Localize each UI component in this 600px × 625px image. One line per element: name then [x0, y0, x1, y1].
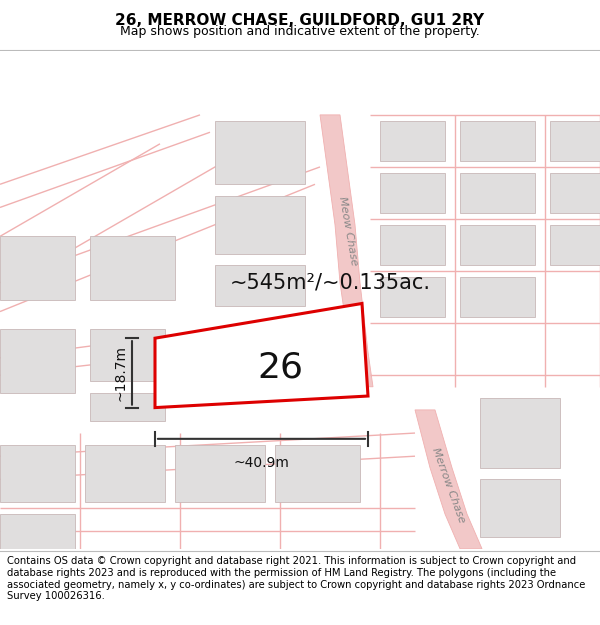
Text: ~18.7m: ~18.7m — [113, 345, 127, 401]
Polygon shape — [380, 173, 445, 213]
Text: 26: 26 — [257, 350, 303, 384]
Text: 26, MERROW CHASE, GUILDFORD, GU1 2RY: 26, MERROW CHASE, GUILDFORD, GU1 2RY — [115, 12, 485, 28]
Polygon shape — [480, 479, 560, 537]
Text: Contains OS data © Crown copyright and database right 2021. This information is : Contains OS data © Crown copyright and d… — [7, 556, 586, 601]
Polygon shape — [90, 392, 165, 421]
Polygon shape — [550, 121, 600, 161]
Text: ~40.9m: ~40.9m — [233, 456, 289, 470]
Text: Merrow Chase: Merrow Chase — [430, 446, 466, 524]
Polygon shape — [175, 444, 265, 503]
Polygon shape — [550, 225, 600, 265]
Polygon shape — [380, 277, 445, 318]
Polygon shape — [460, 277, 535, 318]
Text: Map shows position and indicative extent of the property.: Map shows position and indicative extent… — [120, 26, 480, 39]
Text: Meow Chase: Meow Chase — [337, 195, 359, 266]
Polygon shape — [460, 173, 535, 213]
Polygon shape — [415, 410, 482, 549]
Polygon shape — [275, 444, 360, 503]
Polygon shape — [215, 121, 305, 184]
Polygon shape — [90, 236, 175, 300]
Polygon shape — [380, 225, 445, 265]
Polygon shape — [480, 398, 560, 468]
Polygon shape — [550, 173, 600, 213]
Polygon shape — [215, 265, 305, 306]
Polygon shape — [380, 121, 445, 161]
Polygon shape — [0, 444, 75, 503]
Polygon shape — [460, 225, 535, 265]
Polygon shape — [0, 329, 75, 392]
Polygon shape — [85, 444, 165, 503]
Polygon shape — [215, 196, 305, 254]
Polygon shape — [0, 236, 75, 300]
Polygon shape — [320, 115, 373, 387]
Polygon shape — [155, 304, 368, 408]
Polygon shape — [0, 514, 75, 549]
Polygon shape — [460, 121, 535, 161]
Text: ~545m²/~0.135ac.: ~545m²/~0.135ac. — [230, 272, 431, 292]
Polygon shape — [90, 329, 165, 381]
